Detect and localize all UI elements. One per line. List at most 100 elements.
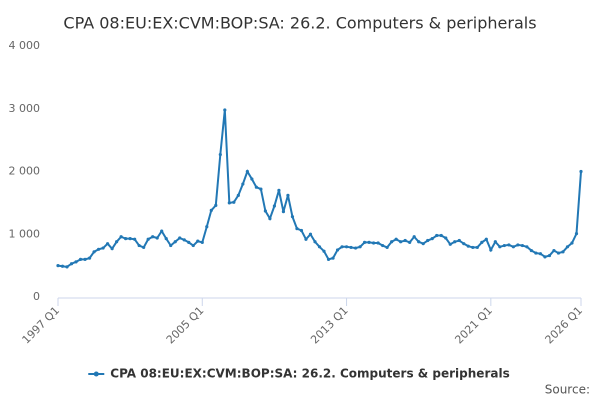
point — [326, 257, 331, 261]
point — [358, 245, 362, 249]
point — [516, 243, 520, 247]
point — [115, 240, 119, 244]
point — [218, 152, 222, 157]
point — [205, 225, 209, 229]
point — [480, 240, 484, 245]
x-tick-label: 2005 Q1 — [164, 304, 207, 347]
point — [426, 238, 430, 243]
x-tick-label: 2026 Q1 — [543, 304, 586, 347]
point — [281, 210, 286, 214]
point — [272, 204, 277, 208]
point — [65, 265, 69, 269]
point — [160, 229, 164, 233]
point — [245, 169, 249, 174]
point — [295, 227, 299, 231]
point — [178, 236, 182, 240]
point — [87, 256, 92, 260]
point — [322, 249, 326, 253]
point — [466, 244, 470, 248]
x-tick-label: 2021 Q1 — [452, 304, 495, 347]
point — [173, 240, 177, 244]
point — [367, 240, 371, 245]
point — [435, 233, 439, 238]
point — [196, 239, 200, 243]
point — [525, 245, 529, 249]
point — [547, 253, 552, 258]
point — [164, 237, 168, 241]
point — [561, 250, 565, 254]
point — [353, 246, 358, 250]
point — [344, 245, 349, 249]
point — [511, 245, 515, 249]
point — [232, 200, 236, 204]
point — [60, 264, 65, 268]
point — [241, 182, 245, 186]
point — [223, 108, 227, 112]
point — [191, 243, 195, 248]
point — [92, 250, 96, 254]
series-line — [57, 109, 582, 268]
point — [529, 248, 534, 253]
point — [155, 236, 159, 240]
point — [335, 248, 340, 252]
point — [570, 241, 574, 245]
point — [439, 233, 443, 238]
point — [390, 240, 394, 244]
point — [448, 242, 452, 246]
point — [457, 238, 461, 243]
y-tick-label: 3 000 — [9, 102, 41, 115]
chart-title: CPA 08:EU:EX:CVM:BOP:SA: 26.2. Computers… — [63, 14, 536, 33]
y-tick-label: 0 — [33, 290, 40, 303]
point — [376, 241, 380, 245]
legend-label: CPA 08:EU:EX:CVM:BOP:SA: 26.2. Computers… — [110, 367, 509, 381]
point — [453, 240, 457, 244]
point — [579, 169, 583, 174]
y-tick-label: 4 000 — [9, 39, 41, 52]
point — [137, 243, 141, 248]
point — [520, 243, 524, 248]
x-tick-label: 1997 Q1 — [20, 304, 63, 347]
point — [96, 247, 101, 251]
point — [128, 237, 132, 241]
point — [372, 241, 376, 245]
point — [290, 215, 295, 219]
point — [83, 257, 87, 261]
point — [421, 242, 425, 246]
point — [286, 193, 290, 197]
point — [133, 237, 137, 241]
point — [430, 237, 434, 241]
x-tick-label: 2013 Q1 — [308, 304, 351, 347]
point — [489, 248, 493, 252]
point — [200, 240, 204, 245]
point — [471, 245, 475, 250]
point — [484, 237, 488, 241]
point — [142, 245, 146, 250]
point — [101, 246, 105, 250]
point — [574, 232, 579, 236]
point — [394, 237, 398, 241]
point — [146, 237, 150, 241]
y-tick-label: 2 000 — [9, 165, 41, 178]
point — [417, 240, 421, 244]
point — [552, 248, 556, 253]
point — [412, 235, 416, 239]
point — [254, 185, 258, 189]
point — [308, 232, 313, 236]
point — [462, 242, 466, 246]
point — [119, 235, 123, 239]
point — [408, 240, 412, 245]
point — [277, 188, 281, 192]
point — [502, 243, 506, 248]
point — [403, 238, 407, 243]
point — [565, 245, 570, 249]
point — [151, 235, 155, 239]
point — [349, 245, 353, 250]
point — [259, 187, 263, 191]
point — [169, 243, 173, 248]
point — [110, 247, 114, 251]
point — [214, 203, 218, 207]
point — [263, 209, 267, 213]
point — [105, 242, 110, 246]
point — [399, 240, 403, 244]
